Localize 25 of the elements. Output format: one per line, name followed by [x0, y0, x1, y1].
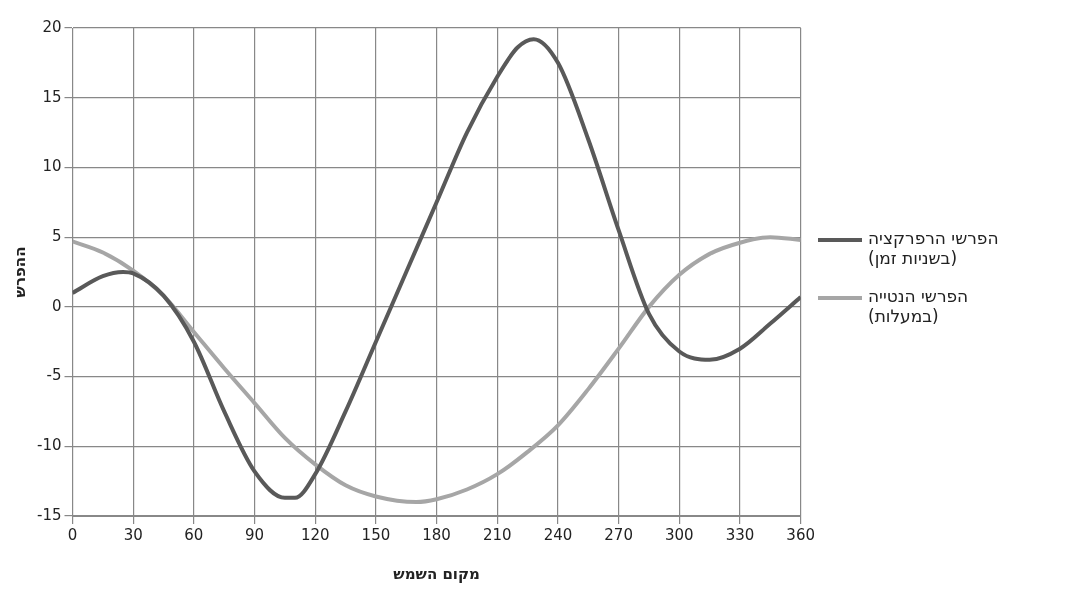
y-tick-label: 15: [42, 87, 62, 106]
x-tick-label: 330: [725, 525, 755, 544]
x-tick-label: 120: [300, 525, 330, 544]
x-tick-label: 240: [543, 525, 573, 544]
legend-label: הפרשי הרפרקציה (בשניות זמן): [868, 228, 1000, 268]
x-tick-label: 90: [245, 525, 265, 544]
x-tick-label: 270: [604, 525, 633, 544]
x-tick-label: 300: [665, 525, 694, 544]
y-tick-label: -15: [37, 505, 62, 524]
y-axis-title: ההפרש: [10, 246, 29, 298]
y-tick-label: 10: [42, 157, 62, 176]
legend-label: הפרשי הנטייה (במעלות): [868, 286, 970, 326]
x-tick-label: 360: [786, 525, 816, 544]
y-tick-label: 0: [51, 296, 62, 315]
y-tick-label: 20: [42, 17, 62, 36]
x-tick-label: 0: [67, 525, 78, 544]
x-tick-label: 150: [361, 525, 391, 544]
y-tick-label: 5: [51, 227, 62, 246]
x-tick-label: 210: [482, 525, 512, 544]
x-axis-title: מקום השמש: [393, 564, 480, 583]
x-tick-label: 30: [123, 525, 143, 544]
x-tick-label: 60: [184, 525, 204, 544]
y-tick-label: -10: [37, 436, 62, 455]
x-tick-label: 180: [422, 525, 451, 544]
y-tick-label: -5: [46, 366, 62, 385]
